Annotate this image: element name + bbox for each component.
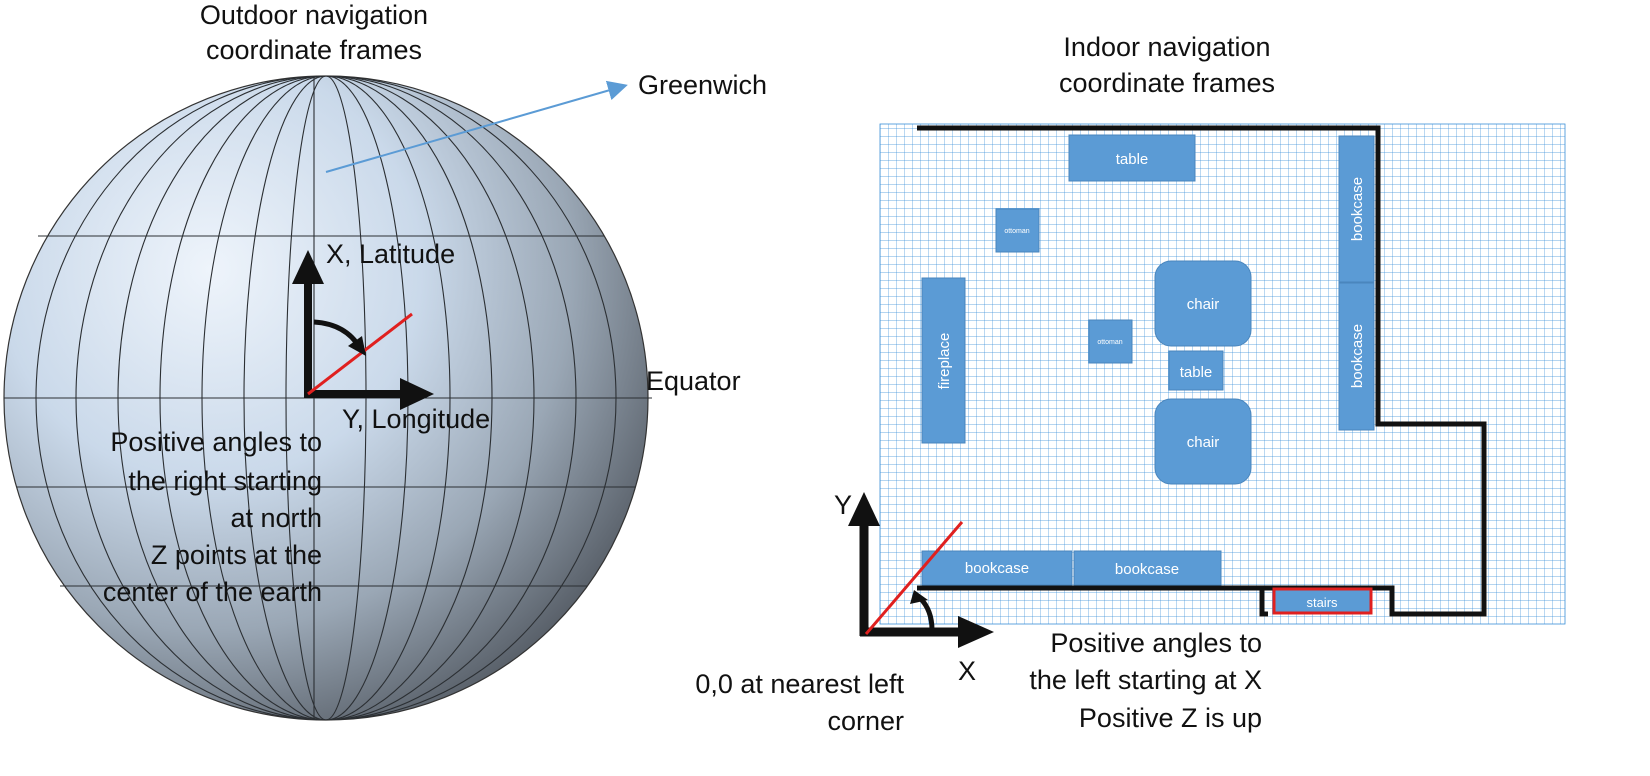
indoor-axes bbox=[848, 492, 994, 648]
room-wall-outline-bottom bbox=[917, 585, 1395, 614]
x-latitude-arrowhead bbox=[292, 250, 324, 284]
outdoor-note-line: Positive angles to bbox=[110, 427, 322, 457]
greenwich-label: Greenwich bbox=[638, 70, 767, 100]
bookcase-bottom-2 bbox=[1073, 550, 1222, 586]
greenwich-pointer-arrow bbox=[325, 80, 628, 173]
bookcase-right-2-label: bookcase bbox=[1349, 324, 1366, 388]
equator-label: Equator bbox=[646, 366, 741, 396]
indoor-y-label: Y bbox=[834, 490, 852, 520]
indoor-title-line1: Indoor navigation bbox=[1063, 32, 1270, 62]
indoor-y-arrowhead bbox=[848, 492, 880, 526]
origin-note-line1: 0,0 at nearest left bbox=[695, 669, 904, 699]
outdoor-angle-arc-head bbox=[348, 336, 366, 356]
indoor-section: Indoor navigation coordinate frames tabl… bbox=[695, 32, 1566, 736]
table-middle-label: table bbox=[1180, 364, 1213, 381]
stairs-label: stairs bbox=[1306, 595, 1338, 610]
bookcase-right-2 bbox=[1338, 282, 1375, 431]
globe bbox=[3, 75, 652, 721]
table-top-label: table bbox=[1116, 151, 1149, 168]
outdoor-section: Outdoor navigation coordinate frames bbox=[3, 0, 767, 721]
ottoman-1-label: ottoman bbox=[1004, 228, 1029, 235]
outdoor-note-line: at north bbox=[230, 503, 322, 533]
indoor-angle-ray bbox=[864, 521, 964, 635]
outdoor-note-line: Z points at the bbox=[151, 540, 322, 570]
x-latitude-label: X, Latitude bbox=[326, 239, 455, 269]
outdoor-note-line: center of the earth bbox=[103, 577, 322, 607]
table-middle bbox=[1168, 350, 1224, 391]
indoor-angle-arc-head bbox=[910, 590, 928, 604]
furniture: table ottoman ottoman chair table chair … bbox=[921, 134, 1375, 615]
indoor-x-arrowhead bbox=[958, 616, 994, 648]
y-longitude-label: Y, Longitude bbox=[342, 404, 490, 434]
indoor-x-label: X bbox=[958, 656, 976, 686]
fireplace bbox=[921, 277, 966, 444]
outdoor-title-line1: Outdoor navigation bbox=[200, 0, 428, 30]
ottoman-1 bbox=[995, 208, 1040, 253]
bookcase-bottom-1 bbox=[921, 550, 1073, 586]
origin-note-line2: corner bbox=[827, 706, 904, 736]
chair-1 bbox=[1154, 260, 1252, 347]
indoor-note-line: Positive Z is up bbox=[1079, 703, 1262, 733]
bookcase-right-1-label: bookcase bbox=[1349, 177, 1366, 241]
ottoman-2-label: ottoman bbox=[1097, 339, 1122, 346]
indoor-note-line: the left starting at X bbox=[1029, 665, 1262, 695]
outdoor-angle-note: Positive angles to the right starting at… bbox=[103, 427, 322, 607]
indoor-note-line: Positive angles to bbox=[1050, 628, 1262, 658]
indoor-title-line2: coordinate frames bbox=[1059, 68, 1275, 98]
outdoor-angle-ray bbox=[307, 312, 413, 396]
chair-2-label: chair bbox=[1187, 434, 1220, 451]
stairs bbox=[1272, 587, 1373, 615]
y-longitude-arrowhead bbox=[400, 378, 434, 410]
outdoor-title-line2: coordinate frames bbox=[206, 35, 422, 65]
outdoor-axes bbox=[292, 250, 434, 410]
bookcase-right-1 bbox=[1338, 135, 1375, 283]
ottoman-2 bbox=[1088, 319, 1133, 364]
bookcase-bottom-2-label: bookcase bbox=[1115, 561, 1179, 578]
chair-2 bbox=[1154, 398, 1252, 485]
fireplace-label: fireplace bbox=[936, 333, 953, 390]
chair-1-label: chair bbox=[1187, 296, 1220, 313]
bookcase-bottom-1-label: bookcase bbox=[965, 560, 1029, 577]
outdoor-note-line: the right starting bbox=[128, 466, 322, 496]
table-top bbox=[1068, 134, 1196, 182]
indoor-angle-note: Positive angles to the left starting at … bbox=[1029, 628, 1262, 733]
